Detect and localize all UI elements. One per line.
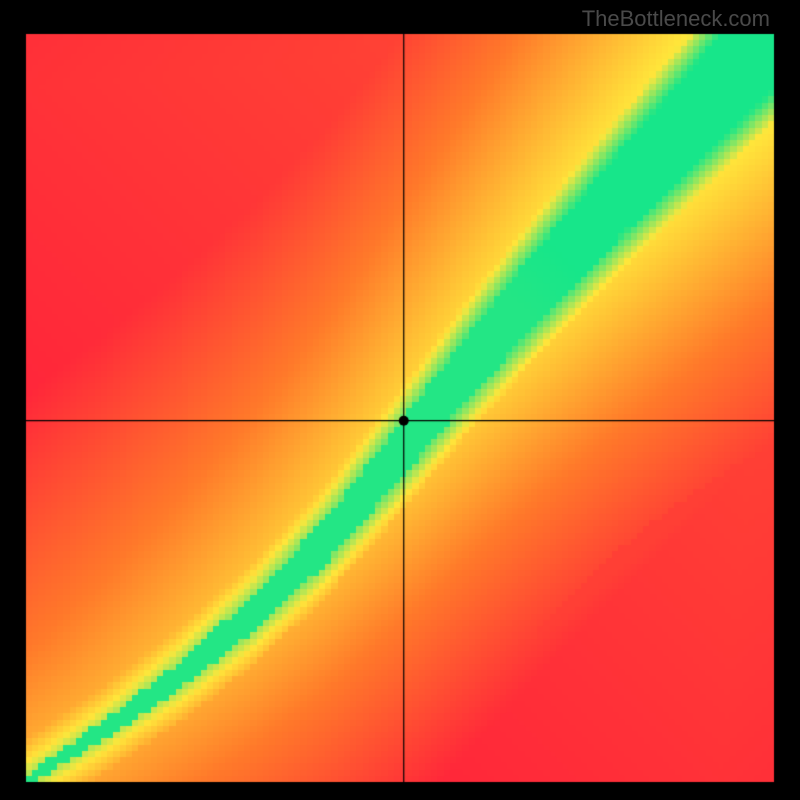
bottleneck-heatmap xyxy=(0,0,800,800)
watermark-text: TheBottleneck.com xyxy=(582,6,770,32)
